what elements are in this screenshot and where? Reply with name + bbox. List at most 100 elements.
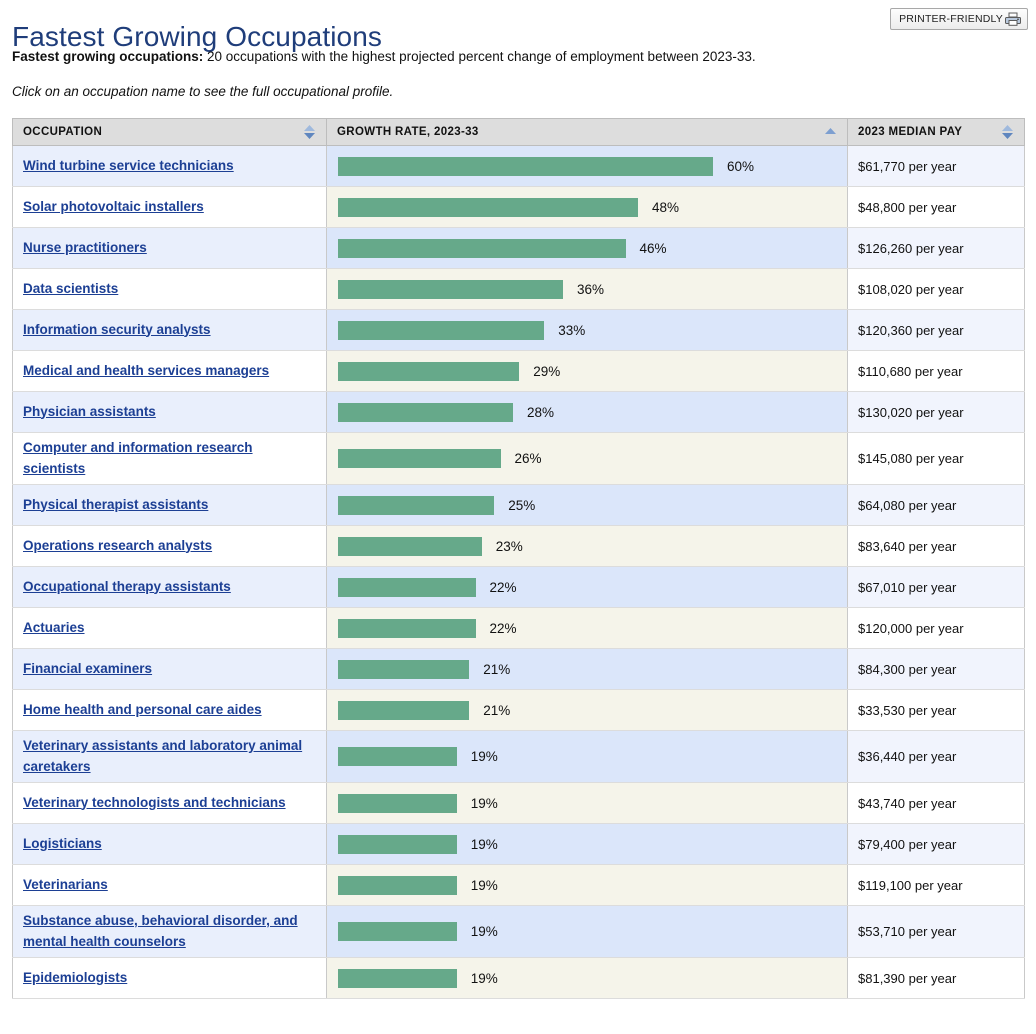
growth-rate-cell: 36% xyxy=(326,268,848,310)
growth-rate-bar xyxy=(338,922,457,941)
sort-both-icon[interactable] xyxy=(1001,124,1014,140)
occupation-link[interactable]: Computer and information research scient… xyxy=(23,439,253,476)
occupation-link[interactable]: Occupational therapy assistants xyxy=(23,578,231,594)
growth-rate-bar xyxy=(338,495,495,515)
column-header-median-pay[interactable]: 2023 MEDIAN PAY xyxy=(847,118,1025,146)
table-row: Operations research analysts 23% $83,640 p… xyxy=(12,525,1025,567)
growth-rate-bar xyxy=(338,968,457,988)
growth-rate-label: 25% xyxy=(508,497,536,513)
median-pay-cell: $67,010 per year xyxy=(847,566,1025,608)
intro-rest: 20 occupations with the highest projecte… xyxy=(203,49,756,64)
occupation-cell: Substance abuse, behavioral disorder, an… xyxy=(12,905,327,958)
occupation-cell: Data scientists xyxy=(12,268,327,310)
occupation-cell: Financial examiners xyxy=(12,648,327,690)
median-pay-cell: $81,390 per year xyxy=(847,957,1025,999)
growth-rate-cell: 21% xyxy=(326,648,848,690)
occupation-link[interactable]: Substance abuse, behavioral disorder, an… xyxy=(23,912,298,949)
occupation-link[interactable]: Information security analysts xyxy=(23,321,211,337)
occupation-link[interactable]: Solar photovoltaic installers xyxy=(23,198,204,214)
growth-rate-bar xyxy=(338,361,520,381)
occupation-link[interactable]: Veterinarians xyxy=(23,876,108,892)
occupation-cell: Medical and health services managers xyxy=(12,350,327,392)
column-header-growth-rate-label: GROWTH RATE, 2023-33 xyxy=(337,126,479,138)
growth-rate-label: 46% xyxy=(639,240,667,256)
table-row: Logisticians 19% $79,400 per year xyxy=(12,823,1025,865)
column-header-occupation[interactable]: OCCUPATION xyxy=(12,118,327,146)
occupation-link[interactable]: Operations research analysts xyxy=(23,537,213,553)
occupation-cell: Occupational therapy assistants xyxy=(12,566,327,608)
occupation-link[interactable]: Medical and health services managers xyxy=(23,362,270,378)
growth-rate-label: 26% xyxy=(514,451,542,466)
column-header-occupation-label: OCCUPATION xyxy=(23,126,103,138)
growth-rate-bar xyxy=(338,577,476,597)
growth-rate-label: 60% xyxy=(727,158,755,174)
sort-both-icon[interactable] xyxy=(303,124,316,140)
table-row: Home health and personal care aides 21% $3… xyxy=(12,689,1025,731)
occupation-link[interactable]: Veterinary technologists and technicians xyxy=(23,794,286,810)
growth-rate-label: 22% xyxy=(489,579,517,595)
occupation-link[interactable]: Epidemiologists xyxy=(23,969,128,985)
median-pay-cell: $108,020 per year xyxy=(847,268,1025,310)
median-pay-cell: $84,300 per year xyxy=(847,648,1025,690)
median-pay-cell: $120,000 per year xyxy=(847,607,1025,649)
growth-rate-cell: 60% xyxy=(326,145,848,187)
table-row: Solar photovoltaic installers 48% $48,800 … xyxy=(12,186,1025,228)
median-pay-cell: $120,360 per year xyxy=(847,309,1025,351)
growth-rate-label: 33% xyxy=(558,322,586,338)
growth-rate-bar xyxy=(338,197,638,217)
intro-bold: Fastest growing occupations: xyxy=(12,49,204,64)
growth-rate-bar xyxy=(338,747,457,766)
printer-friendly-button[interactable]: PRINTER-FRIENDLY xyxy=(890,8,1028,30)
occupation-link[interactable]: Data scientists xyxy=(23,280,119,296)
growth-rate-bar xyxy=(338,875,457,895)
growth-rate-cell: 22% xyxy=(326,566,848,608)
occupation-link[interactable]: Nurse practitioners xyxy=(23,239,147,255)
median-pay-cell: $64,080 per year xyxy=(847,484,1025,526)
occupation-cell: Operations research analysts xyxy=(12,525,327,567)
occupation-link[interactable]: Physician assistants xyxy=(23,403,156,419)
occupation-link[interactable]: Physical therapist assistants xyxy=(23,496,209,512)
column-header-median-pay-label: 2023 MEDIAN PAY xyxy=(858,126,963,138)
occupations-table: OCCUPATION GROWTH RATE, 2023-33 xyxy=(12,118,1025,999)
table-row: Actuaries 22% $120,000 per year xyxy=(12,607,1025,649)
growth-rate-label: 19% xyxy=(470,877,498,893)
growth-rate-cell: 19% xyxy=(326,864,848,906)
occupation-link[interactable]: Logisticians xyxy=(23,835,102,851)
occupation-cell: Veterinary assistants and laboratory ani… xyxy=(12,730,327,783)
median-pay-cell: $79,400 per year xyxy=(847,823,1025,865)
occupation-cell: Computer and information research scient… xyxy=(12,432,327,485)
occupation-link[interactable]: Actuaries xyxy=(23,619,85,635)
occupation-cell: Logisticians xyxy=(12,823,327,865)
growth-rate-cell: 19% xyxy=(326,782,848,824)
growth-rate-cell: 26% xyxy=(326,432,848,485)
table-row: Information security analysts 33% $120,360… xyxy=(12,309,1025,351)
occupation-link[interactable]: Veterinary assistants and laboratory ani… xyxy=(23,737,303,774)
growth-rate-cell: 25% xyxy=(326,484,848,526)
occupation-link[interactable]: Wind turbine service technicians xyxy=(23,157,234,173)
occupation-cell: Home health and personal care aides xyxy=(12,689,327,731)
occupation-cell: Information security analysts xyxy=(12,309,327,351)
growth-rate-label: 19% xyxy=(470,924,498,939)
growth-rate-cell: 46% xyxy=(326,227,848,269)
column-header-growth-rate[interactable]: GROWTH RATE, 2023-33 xyxy=(326,118,848,146)
growth-rate-bar xyxy=(338,320,545,340)
table-row: Physician assistants 28% $130,020 per year xyxy=(12,391,1025,433)
median-pay-cell: $53,710 per year xyxy=(847,905,1025,958)
growth-rate-bar xyxy=(338,834,457,854)
growth-rate-label: 23% xyxy=(495,538,523,554)
growth-rate-bar xyxy=(338,449,501,468)
growth-rate-bar xyxy=(338,659,470,679)
sort-up-icon[interactable] xyxy=(824,124,837,140)
occupation-link[interactable]: Home health and personal care aides xyxy=(23,701,262,717)
printer-friendly-label: PRINTER-FRIENDLY xyxy=(899,13,1003,25)
growth-rate-cell: 19% xyxy=(326,905,848,958)
growth-rate-bar xyxy=(338,156,713,176)
growth-rate-bar xyxy=(338,793,457,813)
growth-rate-cell: 29% xyxy=(326,350,848,392)
growth-rate-bar xyxy=(338,402,513,422)
occupation-link[interactable]: Financial examiners xyxy=(23,660,153,676)
occupation-cell: Veterinarians xyxy=(12,864,327,906)
growth-rate-cell: 48% xyxy=(326,186,848,228)
table-row: Veterinary technologists and technicians… xyxy=(12,782,1025,824)
